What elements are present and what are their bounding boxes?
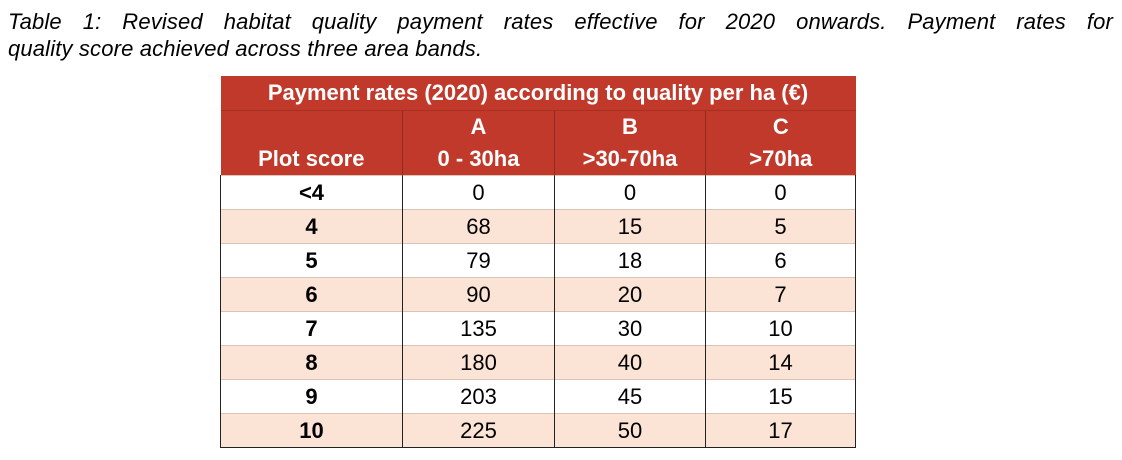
table-row: 5 79 18 6: [220, 243, 857, 278]
rate-a-cell: 225: [402, 413, 555, 448]
rate-c-cell: 5: [704, 209, 857, 244]
table-row: 7 135 30 10: [220, 311, 857, 346]
rate-c-cell: 10: [704, 311, 857, 346]
rate-c-cell: 14: [704, 345, 857, 380]
rate-a-cell: 203: [402, 379, 555, 414]
rate-a-cell: 90: [402, 277, 555, 312]
rate-b-cell: 15: [554, 209, 706, 244]
rate-c-cell: 17: [704, 413, 857, 448]
band-letter-b: B: [554, 110, 706, 143]
rate-a-cell: 0: [402, 175, 555, 210]
table-row: 6 90 20 7: [220, 277, 857, 312]
rate-a-cell: 68: [402, 209, 555, 244]
table-row: 8 180 40 14: [220, 345, 857, 380]
plot-score-cell: 10: [220, 413, 403, 448]
band-range-b: >30-70ha: [554, 143, 706, 176]
table-title: Payment rates (2020) according to qualit…: [220, 76, 856, 111]
plot-score-cell: 8: [220, 345, 403, 380]
table-caption: Table 1: Revised habitat quality payment…: [8, 8, 1113, 62]
rate-b-cell: 40: [554, 345, 706, 380]
plot-score-cell: 9: [220, 379, 403, 414]
payment-rates-table: Payment rates (2020) according to qualit…: [220, 76, 857, 448]
rate-c-cell: 15: [704, 379, 857, 414]
plot-score-cell: 4: [220, 209, 403, 244]
rate-c-cell: 6: [704, 243, 857, 278]
rate-b-cell: 45: [554, 379, 706, 414]
caption-line-2: quality score achieved across three area…: [8, 36, 483, 61]
rate-c-cell: 0: [704, 175, 857, 210]
rate-a-cell: 79: [402, 243, 555, 278]
band-letter-c: C: [704, 110, 856, 143]
plot-score-cell: 7: [220, 311, 403, 346]
table-row: 9 203 45 15: [220, 379, 857, 414]
rate-a-cell: 135: [402, 311, 555, 346]
band-letter-a: A: [402, 110, 555, 143]
band-range-c: >70ha: [704, 143, 856, 176]
caption-line-1: Table 1: Revised habitat quality payment…: [8, 9, 1113, 34]
table-row: 4 68 15 5: [220, 209, 857, 244]
table-row: 10 225 50 17: [220, 413, 857, 448]
plot-score-header: Plot score: [220, 143, 403, 176]
plot-score-cell: 6: [220, 277, 403, 312]
rate-b-cell: 18: [554, 243, 706, 278]
table-row: <4 0 0 0: [220, 175, 857, 210]
rate-c-cell: 7: [704, 277, 857, 312]
plot-score-cell: 5: [220, 243, 403, 278]
band-range-a: 0 - 30ha: [402, 143, 555, 176]
rate-a-cell: 180: [402, 345, 555, 380]
rate-b-cell: 30: [554, 311, 706, 346]
plot-score-cell: <4: [220, 175, 403, 210]
rate-b-cell: 50: [554, 413, 706, 448]
rate-b-cell: 0: [554, 175, 706, 210]
blank-header-cell: [220, 110, 403, 143]
rate-b-cell: 20: [554, 277, 706, 312]
